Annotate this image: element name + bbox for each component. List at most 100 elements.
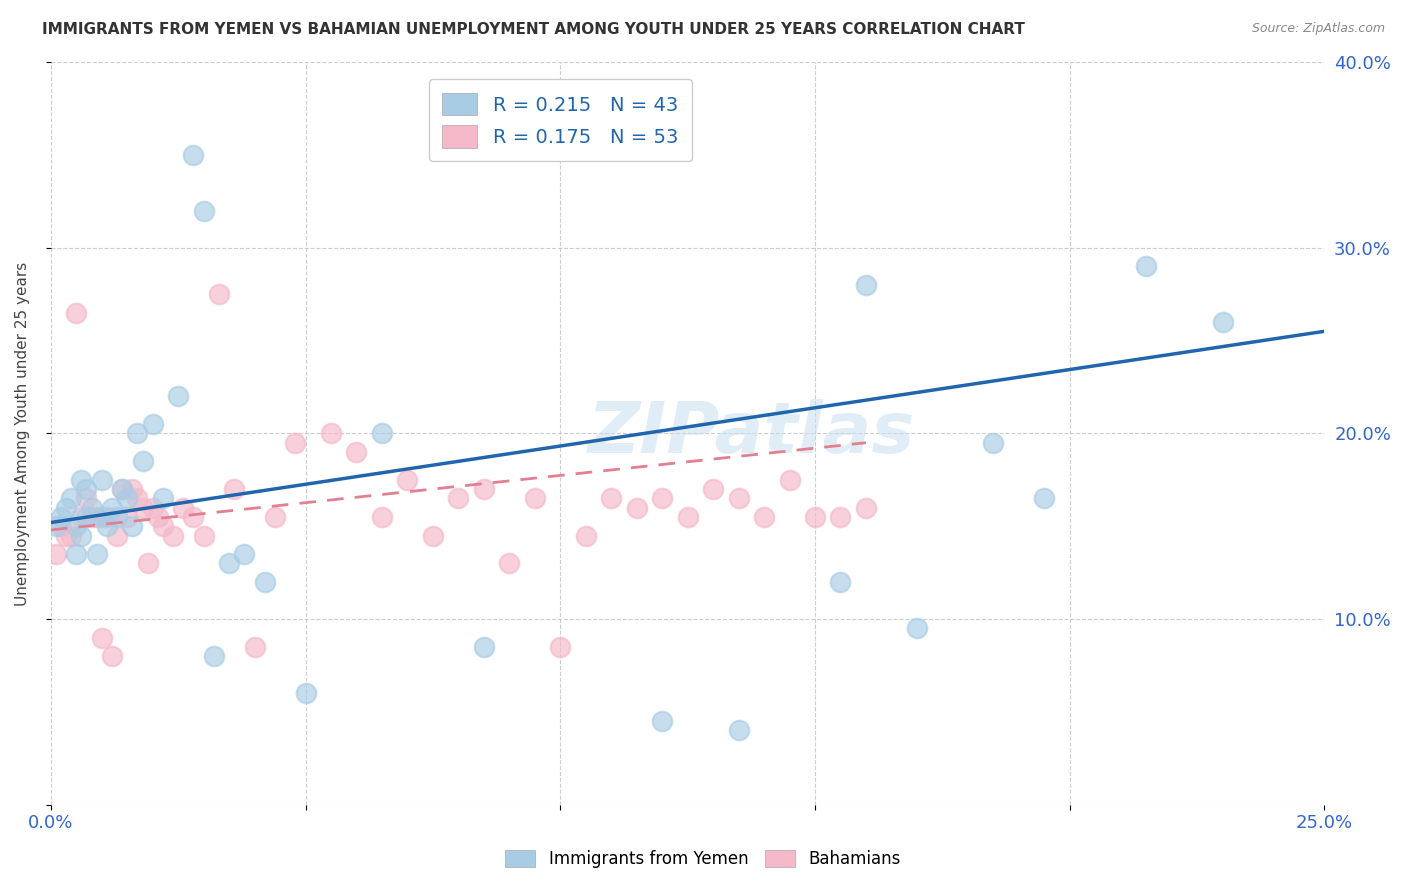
Point	[142, 500, 165, 515]
Point	[264, 510, 287, 524]
Point	[45, 519, 67, 533]
Point	[183, 510, 205, 524]
Point	[702, 482, 724, 496]
Point	[600, 491, 623, 506]
Point	[1033, 491, 1056, 506]
Point	[651, 714, 673, 728]
Point	[131, 500, 153, 515]
Point	[65, 547, 87, 561]
Point	[142, 417, 165, 431]
Point	[396, 473, 419, 487]
Point	[284, 435, 307, 450]
Point	[472, 640, 495, 654]
Point	[447, 491, 470, 506]
Point	[49, 510, 72, 524]
Point	[1212, 315, 1234, 329]
Point	[65, 519, 87, 533]
Point	[117, 491, 139, 506]
Point	[371, 426, 394, 441]
Point	[905, 621, 928, 635]
Text: Source: ZipAtlas.com: Source: ZipAtlas.com	[1251, 22, 1385, 36]
Point	[70, 473, 93, 487]
Point	[1135, 260, 1157, 274]
Point	[676, 510, 699, 524]
Point	[90, 473, 112, 487]
Point	[253, 574, 276, 589]
Point	[96, 519, 118, 533]
Point	[855, 500, 877, 515]
Point	[90, 510, 112, 524]
Point	[146, 510, 169, 524]
Point	[233, 547, 256, 561]
Point	[90, 631, 112, 645]
Point	[101, 649, 124, 664]
Point	[218, 557, 240, 571]
Point	[136, 557, 159, 571]
Point	[121, 482, 143, 496]
Point	[727, 723, 749, 738]
Point	[224, 482, 246, 496]
Point	[202, 649, 225, 664]
Point	[117, 510, 139, 524]
Point	[101, 500, 124, 515]
Point	[498, 557, 520, 571]
Legend: R = 0.215   N = 43, R = 0.175   N = 53: R = 0.215 N = 43, R = 0.175 N = 53	[429, 79, 692, 161]
Point	[626, 500, 648, 515]
Point	[76, 491, 98, 506]
Point	[60, 528, 83, 542]
Point	[422, 528, 444, 542]
Point	[243, 640, 266, 654]
Point	[523, 491, 546, 506]
Point	[131, 454, 153, 468]
Point	[121, 519, 143, 533]
Point	[193, 203, 215, 218]
Point	[96, 510, 118, 524]
Point	[60, 491, 83, 506]
Point	[65, 306, 87, 320]
Point	[193, 528, 215, 542]
Point	[111, 482, 134, 496]
Point	[548, 640, 571, 654]
Point	[804, 510, 827, 524]
Point	[86, 510, 108, 524]
Point	[575, 528, 598, 542]
Point	[105, 528, 128, 542]
Point	[86, 547, 108, 561]
Point	[127, 426, 149, 441]
Point	[981, 435, 1004, 450]
Text: ZIPatlas: ZIPatlas	[588, 399, 915, 468]
Point	[49, 519, 72, 533]
Point	[70, 510, 93, 524]
Point	[55, 528, 77, 542]
Point	[76, 510, 98, 524]
Point	[152, 519, 174, 533]
Point	[162, 528, 184, 542]
Point	[752, 510, 775, 524]
Point	[472, 482, 495, 496]
Legend: Immigrants from Yemen, Bahamians: Immigrants from Yemen, Bahamians	[499, 843, 907, 875]
Point	[319, 426, 342, 441]
Text: IMMIGRANTS FROM YEMEN VS BAHAMIAN UNEMPLOYMENT AMONG YOUTH UNDER 25 YEARS CORREL: IMMIGRANTS FROM YEMEN VS BAHAMIAN UNEMPL…	[42, 22, 1025, 37]
Point	[651, 491, 673, 506]
Y-axis label: Unemployment Among Youth under 25 years: Unemployment Among Youth under 25 years	[15, 261, 30, 606]
Point	[76, 482, 98, 496]
Point	[172, 500, 194, 515]
Point	[727, 491, 749, 506]
Point	[830, 510, 852, 524]
Point	[105, 510, 128, 524]
Point	[830, 574, 852, 589]
Point	[55, 500, 77, 515]
Point	[127, 491, 149, 506]
Point	[70, 528, 93, 542]
Point	[167, 389, 190, 403]
Point	[208, 287, 231, 301]
Point	[80, 510, 103, 524]
Point	[371, 510, 394, 524]
Point	[779, 473, 801, 487]
Point	[45, 547, 67, 561]
Point	[855, 277, 877, 292]
Point	[294, 686, 316, 700]
Point	[183, 148, 205, 162]
Point	[80, 500, 103, 515]
Point	[346, 445, 368, 459]
